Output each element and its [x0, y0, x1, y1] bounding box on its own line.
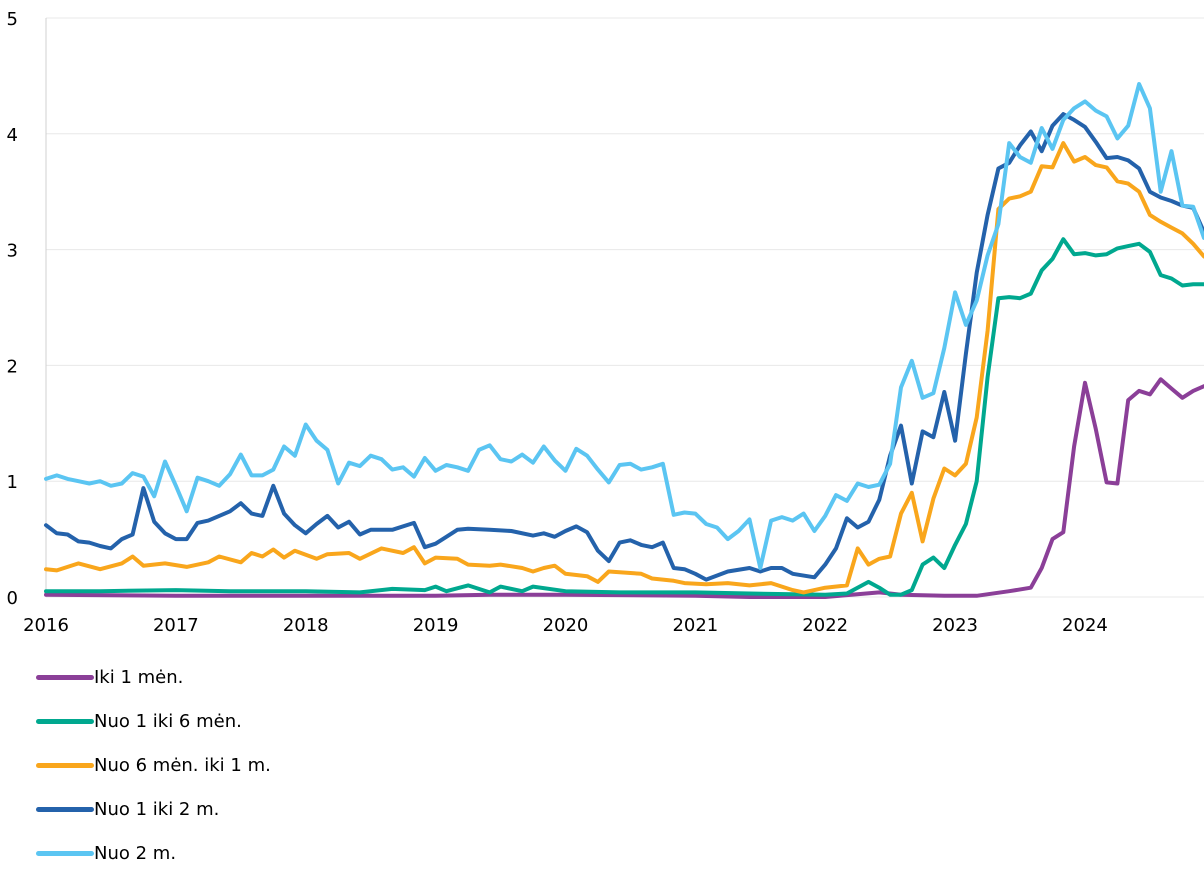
y-tick-label: 4 [7, 125, 18, 146]
series-line [44, 237, 1204, 597]
series-lines [44, 82, 1204, 599]
x-tick-label: 2017 [153, 615, 199, 636]
x-tick-label: 2019 [413, 615, 459, 636]
legend-item: Nuo 1 iki 2 m. [36, 787, 271, 831]
x-axis-ticks: 2016 2017 2018 2019 2020 2021 2022 2023 2024 [23, 615, 1108, 636]
legend-swatch [36, 850, 94, 856]
x-tick-label: 2021 [672, 615, 718, 636]
legend: Iki 1 mėn. Nuo 1 iki 6 mėn. Nuo 6 mėn. i… [36, 655, 271, 875]
x-tick-label: 2016 [23, 615, 69, 636]
y-tick-label: 3 [7, 241, 18, 262]
legend-item: Iki 1 mėn. [36, 655, 271, 699]
series-line [44, 377, 1204, 599]
y-tick-label: 0 [7, 588, 18, 609]
x-tick-label: 2018 [283, 615, 329, 636]
grid-lines [46, 17, 1204, 598]
y-axis-ticks: 0 1 2 3 4 5 [7, 9, 18, 609]
legend-swatch [36, 762, 94, 768]
x-tick-label: 2022 [802, 615, 848, 636]
legend-label: Nuo 1 iki 2 m. [94, 798, 220, 820]
legend-label: Nuo 1 iki 6 mėn. [94, 710, 242, 732]
x-tick-label: 2020 [543, 615, 589, 636]
x-tick-label: 2023 [932, 615, 978, 636]
legend-item: Nuo 2 m. [36, 831, 271, 875]
series-line [44, 82, 1204, 570]
legend-label: Nuo 6 mėn. iki 1 m. [94, 754, 271, 776]
series-line [44, 112, 1204, 582]
legend-item: Nuo 1 iki 6 mėn. [36, 699, 271, 743]
x-tick-label: 2024 [1062, 615, 1108, 636]
y-tick-label: 2 [7, 356, 18, 377]
legend-label: Nuo 2 m. [94, 842, 177, 864]
legend-item: Nuo 6 mėn. iki 1 m. [36, 743, 271, 787]
legend-swatch [36, 674, 94, 680]
y-tick-label: 1 [7, 472, 18, 493]
legend-label: Iki 1 mėn. [94, 666, 184, 688]
legend-swatch [36, 718, 94, 724]
y-tick-label: 5 [7, 9, 18, 30]
legend-swatch [36, 806, 94, 812]
series-line [44, 141, 1204, 595]
